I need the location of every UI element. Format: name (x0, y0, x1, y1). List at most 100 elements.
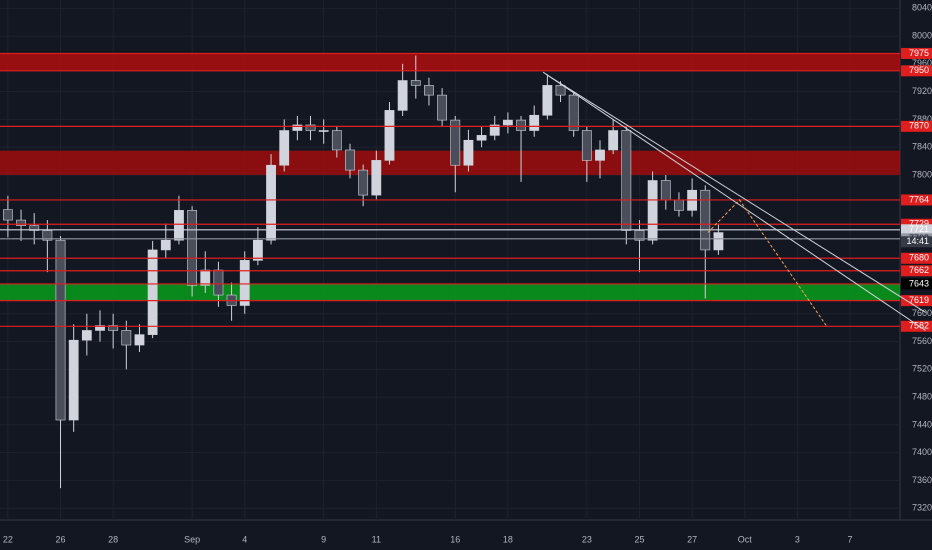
level-label-box (901, 218, 932, 230)
x-tick-label: 9 (321, 534, 326, 544)
candle-body (187, 210, 198, 286)
level-label: 7680 (909, 253, 929, 263)
level-label-box (901, 120, 932, 132)
trendline (707, 199, 827, 326)
x-tick-label: 28 (108, 534, 118, 544)
candle-body (266, 164, 276, 241)
x-tick-label: 3 (795, 534, 800, 544)
y-tick-label: 7520 (912, 364, 932, 374)
candle-body (502, 119, 513, 126)
candle-body (476, 135, 487, 141)
candle-body (516, 119, 526, 131)
trendline (542, 71, 926, 331)
level-label-box (901, 265, 932, 277)
level-label: 7729 (909, 219, 929, 229)
level-label: 7662 (909, 265, 929, 275)
level-label-box (901, 295, 932, 307)
candle-body (555, 85, 566, 96)
candle-body (305, 124, 316, 131)
candle-body (424, 85, 434, 96)
candle-body (147, 249, 158, 335)
candle-body (108, 325, 119, 331)
countdown-box (901, 236, 932, 248)
x-tick-label: 11 (372, 534, 381, 544)
y-tick-label: 7320 (912, 503, 932, 513)
level-label-box (901, 65, 932, 77)
x-tick-label: 26 (56, 534, 66, 544)
level-label: 7764 (909, 194, 929, 204)
countdown: 14:41 (906, 236, 929, 246)
level-label: 7975 (909, 48, 929, 58)
candle-body (674, 199, 684, 211)
y-tick-label: 7920 (912, 86, 932, 96)
candle-body (581, 130, 592, 161)
x-tick-label: 27 (687, 534, 697, 544)
y-tick-label: 7360 (912, 475, 932, 485)
candle-body (700, 189, 711, 251)
candle-body (647, 180, 658, 241)
level-label-box (901, 194, 932, 206)
y-tick-label: 7440 (912, 419, 932, 429)
level-label-box (901, 252, 932, 264)
candle-body (174, 210, 184, 241)
candle-body (279, 130, 290, 166)
candle-body (358, 169, 369, 196)
level-label-box (901, 47, 932, 59)
candle-body (200, 269, 211, 286)
level-label: 7619 (909, 295, 929, 305)
y-tick-label: 7600 (912, 308, 932, 318)
level-label: 7870 (909, 121, 929, 131)
y-tick-label: 7560 (912, 336, 932, 346)
x-tick-label: 23 (582, 534, 592, 544)
x-tick-label: 7 (847, 534, 852, 544)
candle-body (331, 130, 342, 151)
candle-body (660, 180, 671, 201)
candle-body (713, 232, 724, 251)
candle-body (410, 80, 421, 86)
x-tick-label: 25 (634, 534, 644, 544)
candle-body (371, 160, 382, 196)
candle-body (634, 230, 645, 241)
candle-body (489, 124, 500, 136)
candle-body (29, 225, 40, 231)
y-tick-label: 7480 (912, 391, 932, 401)
level-label: 7950 (909, 65, 929, 75)
level-label-box (901, 320, 932, 332)
level-label: 7721 (909, 224, 929, 234)
y-tick-label: 8040 (912, 3, 932, 13)
candle-body (252, 239, 263, 261)
zone (0, 150, 900, 175)
candle-body (81, 330, 92, 341)
candle-body (437, 94, 448, 121)
candle-body (384, 110, 395, 161)
candle-body (160, 239, 171, 251)
candle-body (16, 219, 26, 226)
candle-body (621, 130, 632, 231)
y-tick-label: 7400 (912, 447, 932, 457)
candle-body (568, 94, 579, 131)
level-label: 7643 (909, 278, 929, 288)
candle-body (239, 260, 250, 306)
y-tick-label: 7960 (912, 58, 932, 68)
level-label-box (901, 224, 932, 236)
x-tick-label: Sep (184, 534, 200, 544)
candle-body (463, 139, 474, 166)
candle-body (55, 239, 66, 421)
candle-body (68, 339, 79, 421)
candle-body (2, 209, 13, 221)
trendline (547, 75, 926, 313)
x-tick-label: 18 (503, 534, 513, 544)
x-tick-label: 22 (3, 534, 13, 544)
candle-body (529, 114, 540, 131)
x-tick-label: Oct (738, 534, 753, 544)
candle-body (397, 80, 408, 111)
y-tick-label: 8000 (912, 30, 932, 40)
y-tick-label: 7880 (912, 114, 932, 124)
x-tick-label: 16 (450, 534, 460, 544)
candle-body (595, 149, 605, 161)
y-tick-label: 7840 (912, 142, 932, 152)
candle-body (450, 119, 461, 166)
candle-body (292, 124, 303, 131)
